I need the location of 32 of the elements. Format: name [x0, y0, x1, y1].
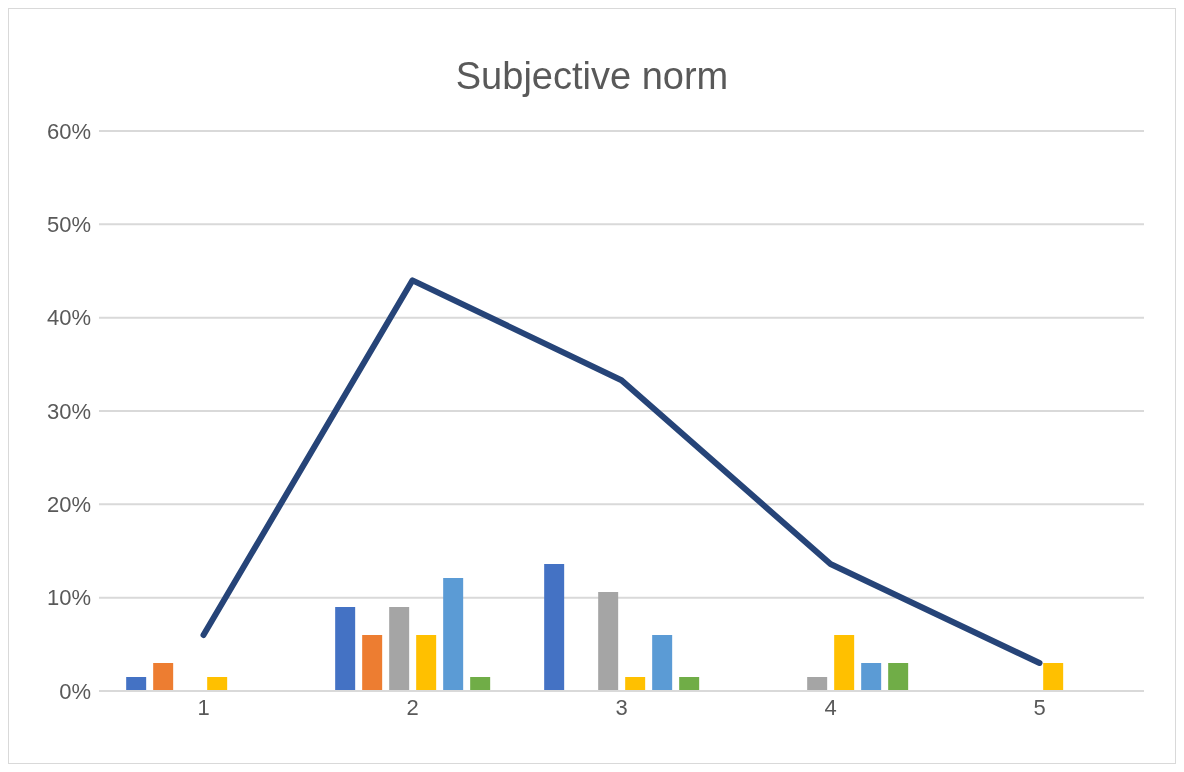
y-tick-label: 40%	[46, 305, 91, 331]
x-tick-label: 4	[824, 694, 837, 720]
bar	[389, 607, 410, 691]
bar	[362, 635, 383, 691]
bar	[544, 564, 565, 691]
bar	[207, 677, 228, 691]
y-tick-label: 50%	[46, 212, 91, 238]
bar	[625, 677, 646, 691]
bar	[807, 677, 828, 691]
bar	[888, 663, 909, 691]
y-tick-label: 30%	[46, 398, 91, 424]
x-tick-label: 1	[197, 694, 210, 720]
chart-title: Subjective norm	[454, 54, 730, 99]
x-tick-label: 2	[406, 694, 419, 720]
bar	[335, 607, 356, 691]
bar	[652, 635, 673, 691]
y-tick-label: 20%	[46, 492, 91, 518]
bar	[598, 592, 619, 691]
bar	[834, 635, 855, 691]
bar	[470, 677, 491, 691]
bar	[416, 635, 437, 691]
y-tick-label: 10%	[46, 585, 91, 611]
y-tick-label: 0%	[59, 678, 91, 704]
bar	[126, 677, 147, 691]
x-tick-label: 5	[1033, 694, 1046, 720]
bar	[153, 663, 174, 691]
y-tick-label: 60%	[46, 118, 91, 144]
bar	[443, 578, 464, 691]
bar	[1043, 663, 1064, 691]
bar	[861, 663, 882, 691]
bar	[679, 677, 700, 691]
x-tick-label: 3	[615, 694, 628, 720]
